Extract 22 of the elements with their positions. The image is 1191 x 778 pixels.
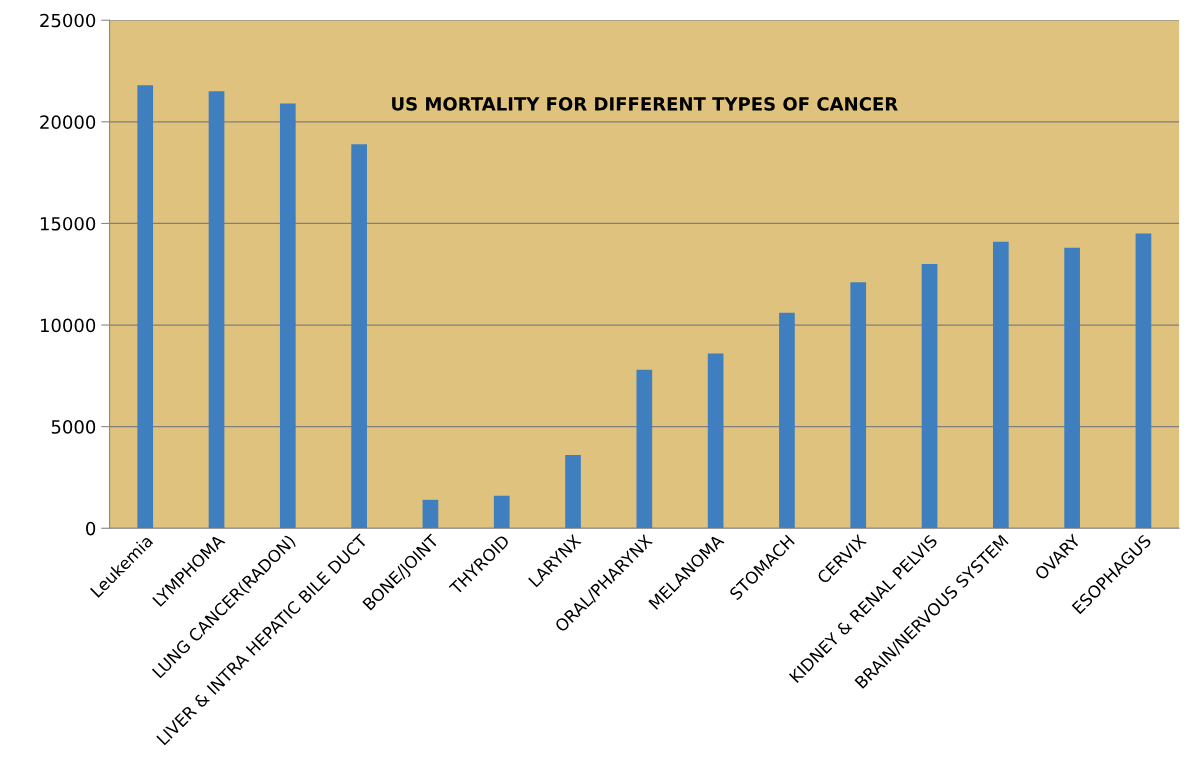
bar <box>565 455 581 529</box>
bar <box>707 353 724 529</box>
y-tick-label: 25000 <box>40 13 96 28</box>
text: US MORTALITY FOR DIFFERENT TYPES OF CANCER <box>392 97 898 111</box>
y-tick-label: 0 <box>86 521 96 536</box>
y-tick-label: 15000 <box>40 216 96 231</box>
y-tick-label: 10000 <box>40 318 96 333</box>
bar <box>921 264 938 529</box>
bar <box>992 241 1009 529</box>
bar <box>850 282 867 529</box>
bar <box>422 499 439 529</box>
bar <box>279 103 296 529</box>
bar <box>1135 233 1152 529</box>
bar <box>1064 247 1080 529</box>
bar <box>493 495 510 529</box>
bar <box>208 91 225 529</box>
bar <box>137 85 154 529</box>
y-tick-label: 5000 <box>51 420 96 434</box>
bar <box>636 369 653 529</box>
y-tick-label: 20000 <box>40 115 96 129</box>
bar <box>351 144 367 529</box>
bar <box>779 312 795 529</box>
